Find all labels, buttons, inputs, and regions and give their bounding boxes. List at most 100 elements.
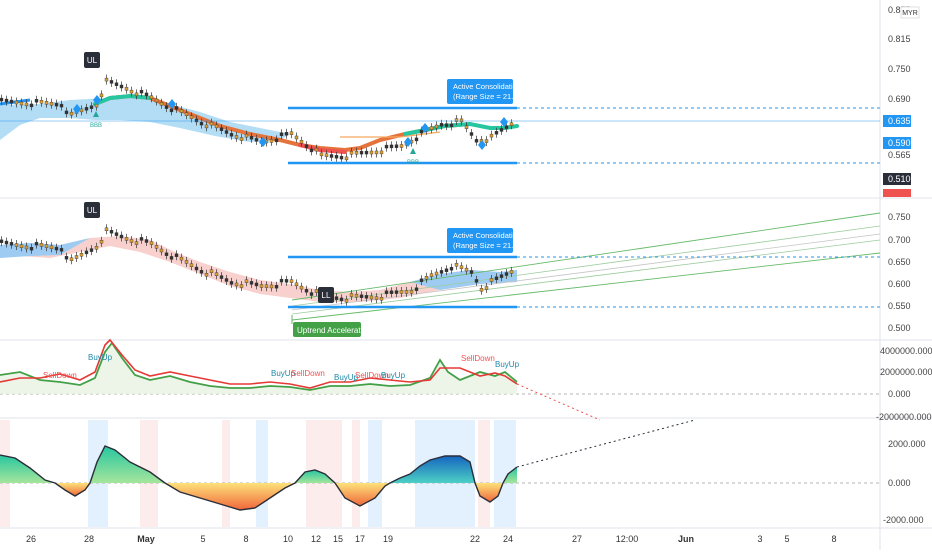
- candle: [39, 243, 44, 247]
- candle: [464, 267, 469, 272]
- consolidation-callout[interactable]: Active Consolidation (Range Size = 21.1%…: [447, 79, 527, 104]
- candle: [334, 155, 339, 159]
- candle: [394, 290, 399, 294]
- candle: [144, 239, 149, 243]
- candle: [24, 102, 29, 107]
- ul-label[interactable]: UL: [84, 202, 100, 218]
- candle: [449, 267, 454, 271]
- candle: [499, 274, 504, 278]
- price-axis-pane4[interactable]: 2000.000 0.000 -2000.000: [883, 439, 926, 525]
- ul-label[interactable]: UL: [84, 52, 100, 68]
- candle: [349, 151, 354, 155]
- candle: [24, 245, 29, 250]
- pane-histogram[interactable]: 2000.000 0.000 -2000.000: [0, 419, 926, 527]
- candle: [344, 156, 349, 161]
- ll-label[interactable]: LL: [318, 287, 334, 303]
- ma-green-segment: [93, 93, 152, 106]
- axis-label: 0.000: [888, 478, 911, 488]
- candle: [369, 295, 374, 300]
- candle: [509, 270, 514, 274]
- candle: [44, 100, 49, 105]
- candle: [264, 284, 269, 288]
- up-triangle-marker: [410, 148, 416, 154]
- candle: [399, 290, 404, 294]
- stripe: [494, 420, 516, 527]
- axis-label: 0.690: [888, 94, 911, 104]
- pane-price-main[interactable]: BBB BBB UL Active Consolidation (Range S…: [0, 5, 920, 197]
- candle: [19, 101, 24, 106]
- callout-line1: Active Consolidation: [453, 82, 521, 91]
- signal-selldown: SellDown: [43, 371, 77, 380]
- price-axis-pane3[interactable]: 4000000.000 2000000.000 0.000 -2000000.0…: [876, 346, 932, 422]
- candle: [174, 106, 179, 110]
- candle: [119, 84, 124, 89]
- candle: [284, 279, 289, 283]
- time-label: 5: [784, 534, 789, 544]
- time-label: 17: [355, 534, 365, 544]
- candle: [299, 140, 304, 144]
- candle: [289, 279, 294, 283]
- axis-label: 0.550: [888, 301, 911, 311]
- ll-label-text: LL: [322, 291, 331, 300]
- signal-buyup: BuyUp: [334, 373, 359, 382]
- consolidation-callout[interactable]: Active Consolidation (Range Size = 21.1%…: [447, 228, 527, 253]
- candle: [139, 237, 144, 241]
- candle: [54, 102, 59, 107]
- time-label: 26: [26, 534, 36, 544]
- candle: [84, 107, 89, 111]
- stripe: [478, 420, 490, 527]
- candle: [504, 125, 509, 129]
- candle: [44, 244, 49, 248]
- candle: [459, 118, 464, 123]
- axis-label: 0.650: [888, 257, 911, 267]
- candle: [89, 105, 94, 109]
- time-label: 3: [757, 534, 762, 544]
- candle: [394, 144, 399, 148]
- candle: [59, 103, 64, 108]
- currency-badge[interactable]: [900, 6, 920, 19]
- uptrend-label[interactable]: Uptrend Accelerating: [293, 322, 371, 337]
- time-label: 22: [470, 534, 480, 544]
- oscillator-fill: [0, 343, 517, 394]
- time-axis[interactable]: 26 28 May 5 8 10 12 15 17 19 22 24 27 12…: [26, 534, 837, 544]
- axis-label: 2000000.000: [880, 367, 932, 377]
- time-label: 28: [84, 534, 94, 544]
- candle: [199, 270, 204, 274]
- candle: [319, 152, 324, 157]
- histogram-positive: [503, 467, 517, 483]
- uptrend-label-box: [293, 322, 361, 337]
- candle: [379, 297, 384, 301]
- candle: [474, 279, 479, 283]
- candle: [339, 297, 344, 302]
- price-axis-pane2[interactable]: 0.750 0.700 0.650 0.600 0.550 0.500: [888, 212, 911, 333]
- candle: [124, 237, 129, 241]
- candle: [4, 98, 9, 103]
- callout-line2: (Range Size = 21.1%): [453, 92, 527, 101]
- candle: [159, 248, 164, 253]
- candle: [444, 268, 449, 272]
- bbb-label: BBB: [407, 160, 419, 166]
- candle: [219, 127, 224, 131]
- pane-price-trend[interactable]: UL LL Active Consolidation (Range Size =…: [0, 202, 911, 337]
- time-label: 24: [503, 534, 513, 544]
- axis-label: 0.815: [888, 34, 911, 44]
- candle: [249, 136, 254, 140]
- ul-label-box: [84, 202, 100, 218]
- candle: [469, 132, 474, 136]
- candle: [74, 255, 79, 259]
- candle: [299, 285, 304, 290]
- callout-line2: (Range Size = 21.1%): [453, 241, 527, 250]
- candle: [414, 287, 419, 291]
- diamond-marker: [259, 137, 267, 147]
- candle: [454, 118, 459, 122]
- candle: [189, 115, 194, 120]
- candle: [274, 285, 279, 289]
- axis-label: 0.700: [888, 235, 911, 245]
- candle: [229, 281, 234, 285]
- time-label: 8: [243, 534, 248, 544]
- candle: [109, 80, 114, 84]
- price-axis-pane1[interactable]: 0.875 MYR 0.815 0.750 0.690 0.565 0.635 …: [883, 5, 920, 197]
- pane-oscillator[interactable]: BuyUp SellDown BuyUp SellDown BuyUp Sell…: [0, 338, 932, 422]
